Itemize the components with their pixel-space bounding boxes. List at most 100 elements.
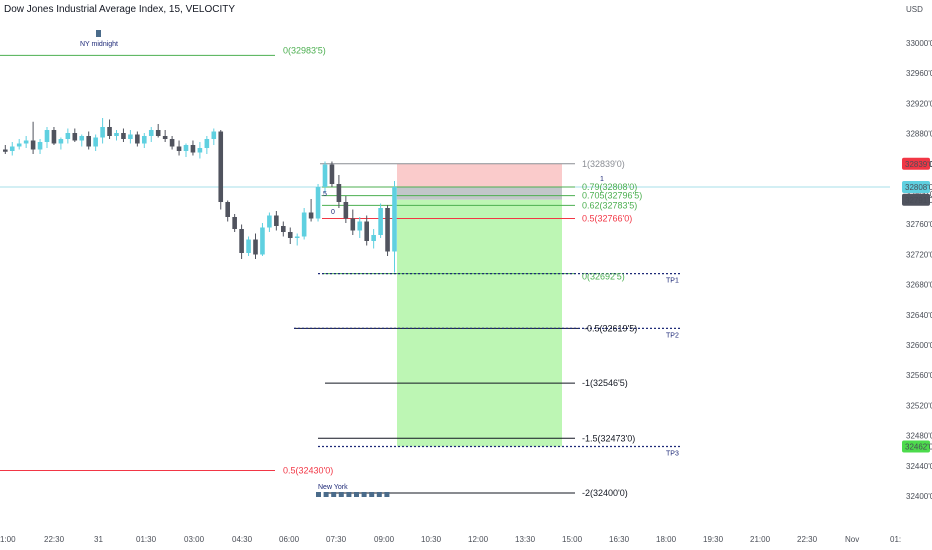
candle[interactable]	[114, 130, 119, 141]
candle[interactable]	[155, 124, 161, 138]
candle[interactable]	[72, 128, 78, 143]
candle[interactable]	[148, 127, 154, 142]
candle-body	[281, 226, 286, 232]
candle[interactable]	[3, 145, 8, 154]
candle[interactable]	[121, 128, 126, 143]
candle[interactable]	[239, 224, 244, 260]
profit-zone[interactable]	[397, 199, 562, 447]
time-tick-label: Nov	[845, 535, 859, 544]
candle-body	[260, 227, 265, 255]
candle[interactable]	[162, 130, 168, 142]
candle[interactable]	[51, 127, 57, 145]
candle[interactable]	[169, 136, 175, 150]
candle[interactable]	[357, 217, 363, 238]
candle[interactable]	[267, 212, 272, 233]
time-tick-label: 07:30	[326, 535, 347, 544]
candle[interactable]	[44, 127, 50, 148]
candle[interactable]	[294, 233, 300, 246]
candle[interactable]	[371, 229, 376, 249]
candle-body	[232, 217, 237, 229]
candle[interactable]	[350, 209, 356, 236]
candle[interactable]	[385, 205, 390, 256]
candle[interactable]	[9, 142, 15, 156]
candle[interactable]	[232, 214, 237, 232]
candle[interactable]	[142, 133, 147, 148]
price-tick-label: 32920'0	[906, 99, 932, 108]
candle[interactable]	[274, 211, 279, 231]
candle[interactable]	[93, 134, 98, 152]
candle[interactable]	[308, 199, 314, 222]
candle[interactable]	[218, 130, 224, 210]
candle[interactable]	[197, 142, 203, 159]
candle[interactable]	[58, 137, 64, 150]
candle-body	[211, 131, 217, 139]
time-tick-label: 04:30	[232, 535, 253, 544]
candle[interactable]	[128, 130, 133, 144]
fib-level-label: -2(32400'0)	[582, 488, 628, 498]
candle-body	[218, 131, 224, 202]
candle-body	[371, 235, 376, 241]
chart-title: Dow Jones Industrial Average Index, 15, …	[4, 4, 236, 15]
candle[interactable]	[176, 140, 182, 156]
time-tick-label: 1:00	[0, 535, 16, 544]
candle-body	[169, 139, 175, 147]
candle-body	[385, 208, 390, 252]
candle[interactable]	[392, 181, 397, 273]
candle[interactable]	[65, 128, 71, 144]
fib-labels: 0(32983'5) 1(32839'0) 0.79(32808'0)0.705(3…	[80, 30, 679, 498]
candle[interactable]	[100, 118, 105, 144]
price-badge: 32808'0	[902, 181, 932, 193]
candle[interactable]	[86, 131, 91, 150]
price-badge-bg	[902, 157, 930, 170]
candle[interactable]	[260, 223, 265, 256]
candle[interactable]	[23, 136, 29, 148]
candle[interactable]	[135, 131, 140, 147]
candle[interactable]	[183, 143, 189, 158]
session-marker	[316, 492, 321, 497]
candle[interactable]	[225, 200, 230, 222]
candle[interactable]	[204, 136, 210, 154]
candle-body	[58, 139, 64, 144]
candle[interactable]	[336, 175, 342, 208]
fib-level-label: 1(32839'0)	[582, 159, 625, 169]
candle-body	[93, 137, 98, 147]
price-tick-label: 32640'0	[906, 311, 932, 320]
candle[interactable]	[30, 121, 36, 154]
price-badge-text: 32462'0	[905, 443, 932, 452]
candle[interactable]	[301, 208, 307, 240]
candle[interactable]	[246, 236, 251, 257]
candle[interactable]	[37, 139, 43, 154]
fib-level-label: -1.5(32473'0)	[582, 433, 635, 443]
candle[interactable]	[253, 233, 258, 260]
candle[interactable]	[190, 140, 196, 156]
candle[interactable]	[322, 161, 328, 194]
candle-body	[267, 215, 272, 228]
candle[interactable]	[281, 221, 286, 237]
candle-body	[246, 239, 251, 253]
candle-body	[239, 229, 244, 253]
candle[interactable]	[343, 196, 349, 223]
candle[interactable]	[287, 227, 293, 245]
candle-body	[9, 146, 15, 151]
candle[interactable]	[79, 134, 85, 147]
price-badge: 32791'0	[902, 193, 932, 206]
fib-level-label: 0.79(32808'0)	[582, 182, 637, 192]
fib-level-label: 0.62(32783'5)	[582, 200, 637, 210]
candle-body	[44, 130, 50, 142]
candle[interactable]	[378, 203, 383, 239]
candle[interactable]	[211, 128, 217, 146]
session-marker	[323, 492, 329, 497]
candle[interactable]	[364, 215, 369, 246]
session-marker	[346, 492, 352, 497]
loss-zone[interactable]	[397, 163, 562, 187]
candle[interactable]	[107, 119, 112, 140]
time-tick-label: 21:00	[750, 535, 771, 544]
tp-label: TP2	[666, 332, 679, 339]
candle-body	[336, 184, 342, 202]
candle[interactable]	[315, 184, 321, 222]
candle-body	[364, 221, 369, 241]
candle[interactable]	[329, 161, 335, 188]
candle[interactable]	[16, 139, 22, 150]
candle-body	[30, 140, 36, 150]
